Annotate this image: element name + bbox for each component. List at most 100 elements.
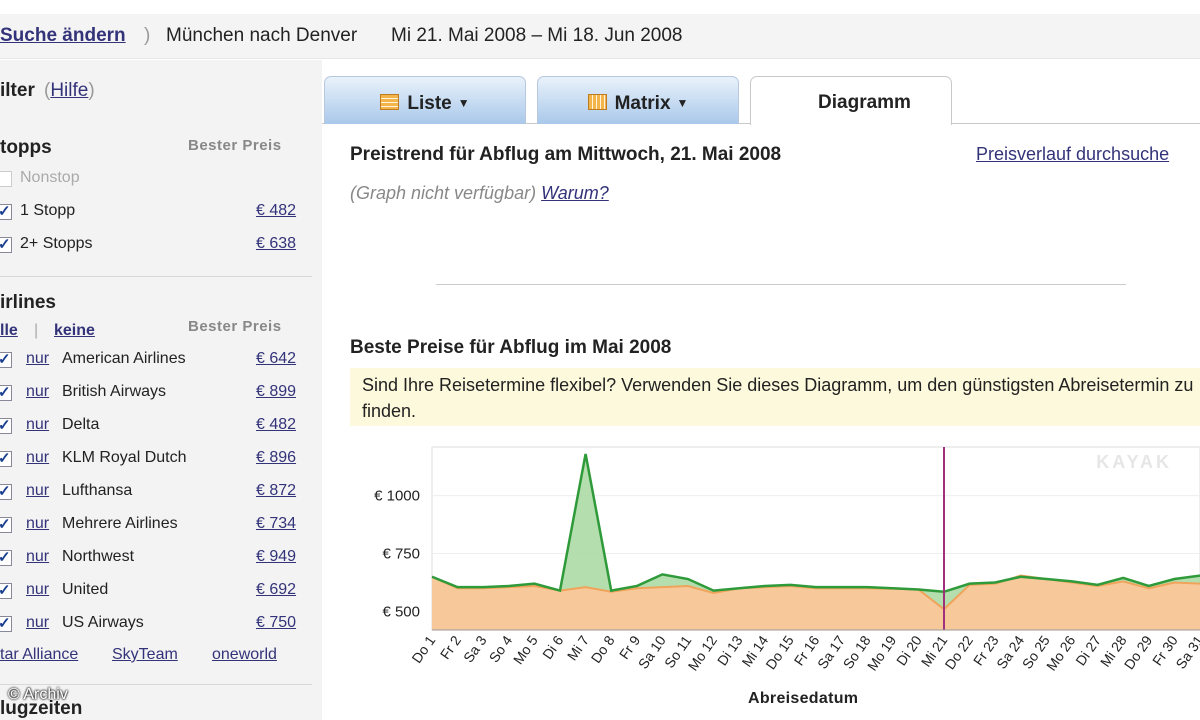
y-tick-label: € 1000 — [374, 488, 420, 505]
airline-row[interactable]: nur Delta € 482 — [0, 412, 312, 439]
x-tick-label: Mo 5 — [510, 632, 541, 667]
x-tick-label: Do 8 — [588, 632, 618, 666]
airline-price-link[interactable]: € 642 — [256, 350, 297, 367]
copyright-watermark: © Archiv — [8, 686, 68, 703]
x-tick-label: Do 15 — [762, 632, 797, 672]
stop-label: 2+ Stopps — [20, 235, 93, 252]
airline-row[interactable]: nur Northwest € 949 — [0, 544, 312, 571]
airline-price-link[interactable]: € 734 — [256, 515, 297, 532]
x-tick-label: Mo 12 — [685, 632, 721, 673]
why-link[interactable]: Warum? — [541, 183, 609, 203]
airline-row[interactable]: nur Mehrere Airlines € 734 — [0, 511, 312, 538]
search-summary-bar: Suche ändern ) München nach Denver Mi 21… — [0, 14, 1200, 59]
airline-price-link[interactable]: € 949 — [256, 548, 297, 565]
stop-row-2plus[interactable]: 2+ Stopps € 638 — [0, 231, 312, 258]
airline-row[interactable]: nur United € 692 — [0, 577, 312, 604]
only-airline-link[interactable]: nur — [26, 548, 50, 565]
stop-price-link[interactable]: € 638 — [256, 235, 297, 252]
only-airline-link[interactable]: nur — [26, 614, 50, 631]
only-airline-link[interactable]: nur — [26, 515, 50, 532]
best-prices-title: Beste Preise für Abflug im Mai 2008 — [350, 337, 672, 358]
airline-checkbox[interactable] — [0, 380, 12, 406]
select-divider: | — [34, 322, 39, 339]
stop-row-1[interactable]: 1 Stopp € 482 — [0, 198, 312, 225]
airline-row[interactable]: nur British Airways € 899 — [0, 379, 312, 406]
airline-price-link[interactable]: € 896 — [256, 449, 297, 466]
airline-row[interactable]: nur American Airlines € 642 — [0, 346, 312, 373]
airline-name: United — [62, 581, 109, 598]
only-airline-link[interactable]: nur — [26, 383, 50, 400]
sidebar-divider — [0, 276, 312, 277]
airline-checkbox[interactable] — [0, 479, 12, 505]
airline-price-link[interactable]: € 692 — [256, 581, 297, 598]
alliance-link-oneworld[interactable]: oneworld — [212, 646, 277, 663]
airline-checkbox[interactable] — [0, 545, 12, 571]
airline-checkbox[interactable] — [0, 347, 12, 373]
airline-price-link[interactable]: € 750 — [256, 614, 297, 631]
help-paren-close: ) — [88, 80, 95, 101]
airline-row[interactable]: nur KLM Royal Dutch € 896 — [0, 445, 312, 472]
x-tick-label: Mo 26 — [1043, 632, 1079, 673]
graph-unavailable-text: (Graph nicht verfügbar) — [350, 183, 537, 203]
select-all-link[interactable]: lle — [0, 322, 18, 339]
stops-price-header: Bester Preis — [188, 137, 282, 154]
airline-name: Delta — [62, 416, 100, 433]
kayak-watermark: KAYAK — [1096, 452, 1172, 472]
airline-checkbox[interactable] — [0, 446, 12, 472]
help-link[interactable]: Hilfe — [50, 80, 89, 101]
stops-heading: topps — [0, 137, 52, 158]
list-icon — [380, 94, 400, 110]
airline-row[interactable]: nur US Airways € 750 — [0, 610, 312, 637]
airline-price-link[interactable]: € 482 — [256, 416, 297, 433]
airline-name: Northwest — [62, 548, 135, 565]
matrix-icon — [587, 94, 607, 110]
series-band-green — [432, 453, 1200, 610]
price-history-link[interactable]: Preisverlauf durchsuche — [976, 144, 1170, 164]
airline-price-link[interactable]: € 899 — [256, 383, 297, 400]
airline-name: Mehrere Airlines — [62, 515, 178, 532]
nonstop-checkbox[interactable] — [0, 171, 12, 187]
only-airline-link[interactable]: nur — [26, 581, 50, 598]
airline-checkbox[interactable] — [0, 578, 12, 604]
stop-row-nonstop[interactable]: Nonstop — [0, 165, 312, 191]
x-tick-label: Sa 31 — [1172, 632, 1200, 671]
airline-checkbox[interactable] — [0, 512, 12, 538]
filter-sidebar — [0, 60, 322, 720]
airline-row[interactable]: nur Lufthansa € 872 — [0, 478, 312, 505]
filter-help: (Hilfe) — [44, 80, 95, 102]
alliance-link-star[interactable]: tar Alliance — [0, 646, 79, 663]
one-stop-checkbox[interactable] — [0, 199, 12, 225]
trend-title: Preistrend für Abflug am Mittwoch, 21. M… — [350, 144, 782, 165]
y-tick-label: € 750 — [382, 546, 420, 563]
price-chart: € 500 € 750 € 1000 KAYAK Do 1 Fr 2 Sa 3 So 4 Mo … — [350, 440, 1200, 720]
only-airline-link[interactable]: nur — [26, 449, 50, 466]
airline-name: US Airways — [62, 614, 144, 631]
change-search-link[interactable]: Suche ändern — [0, 25, 126, 46]
x-tick-label: So 4 — [486, 632, 516, 665]
y-tick-label: € 500 — [382, 603, 420, 620]
x-tick-label: Do 1 — [408, 632, 438, 666]
only-airline-link[interactable]: nur — [26, 350, 50, 367]
x-tick-label: Do 29 — [1121, 632, 1156, 672]
filter-heading: ilter — [0, 80, 35, 101]
airlines-price-header: Bester Preis — [188, 318, 282, 335]
only-airline-link[interactable]: nur — [26, 482, 50, 499]
airline-name: British Airways — [62, 383, 167, 400]
tab-matrix[interactable]: Matrix ▼ — [537, 76, 739, 124]
tab-liste[interactable]: Liste ▼ — [324, 76, 526, 124]
select-none-link[interactable]: keine — [54, 322, 95, 339]
tab-diagramm[interactable]: Diagramm — [750, 76, 1161, 549]
alliance-link-skyteam[interactable]: SkyTeam — [112, 646, 178, 663]
content-divider — [436, 284, 1126, 285]
x-tick-label: Sa 3 — [460, 632, 490, 665]
two-plus-stops-checkbox[interactable] — [0, 232, 12, 258]
airline-price-link[interactable]: € 872 — [256, 482, 297, 499]
flight-times-heading: lugzeiten — [0, 698, 83, 719]
stop-price-link[interactable]: € 482 — [256, 202, 297, 219]
help-paren-open: ( — [44, 80, 51, 101]
stop-label: Nonstop — [20, 169, 80, 186]
airline-checkbox[interactable] — [0, 413, 12, 439]
x-tick-label: Mi 7 — [564, 632, 592, 663]
only-airline-link[interactable]: nur — [26, 416, 50, 433]
airline-checkbox[interactable] — [0, 611, 12, 637]
